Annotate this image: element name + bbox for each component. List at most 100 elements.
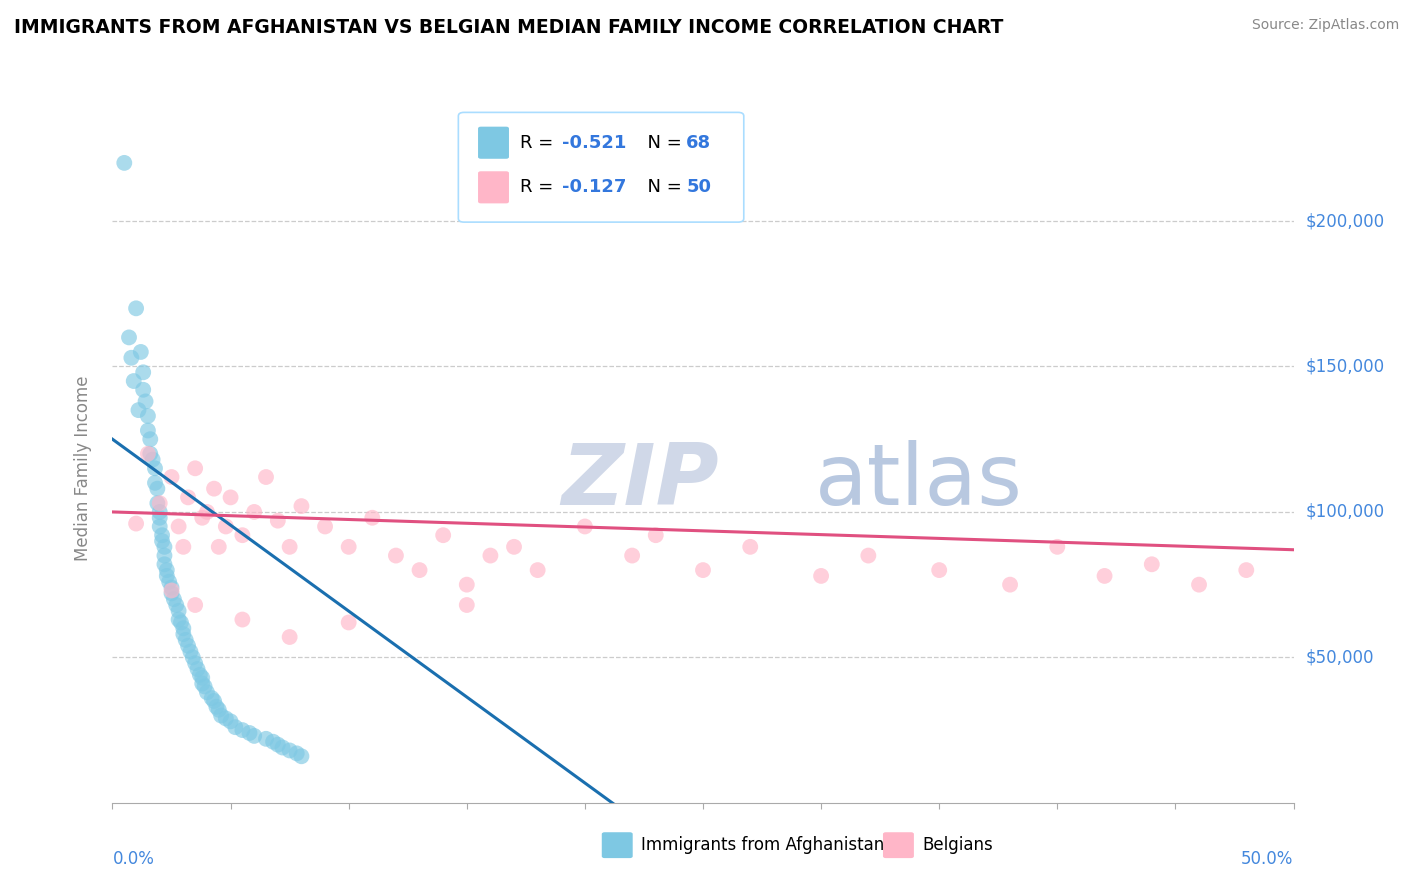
- Point: [432, 528, 454, 542]
- Text: Immigrants from Afghanistan: Immigrants from Afghanistan: [641, 836, 884, 855]
- Text: 0.0%: 0.0%: [112, 849, 155, 868]
- Point: [112, 156, 135, 170]
- Text: N =: N =: [636, 178, 688, 196]
- Point: [1234, 563, 1257, 577]
- Point: [160, 583, 183, 598]
- Point: [1140, 558, 1163, 572]
- Point: [142, 452, 165, 467]
- Point: [125, 516, 148, 531]
- Point: [153, 549, 176, 563]
- Point: [132, 365, 155, 379]
- Point: [998, 577, 1021, 591]
- Point: [153, 540, 176, 554]
- Point: [574, 519, 596, 533]
- Text: atlas: atlas: [815, 440, 1024, 524]
- Point: [172, 540, 194, 554]
- Point: [195, 685, 218, 699]
- Point: [278, 540, 301, 554]
- Point: [254, 731, 277, 746]
- Point: [139, 432, 162, 446]
- Point: [208, 703, 231, 717]
- Point: [172, 621, 194, 635]
- Point: [186, 662, 208, 676]
- Point: [526, 563, 548, 577]
- Point: [215, 519, 238, 533]
- Point: [149, 496, 172, 510]
- Text: $100,000: $100,000: [1305, 503, 1385, 521]
- Point: [172, 627, 194, 641]
- Point: [146, 496, 169, 510]
- Point: [191, 510, 214, 524]
- Text: -0.127: -0.127: [562, 178, 627, 196]
- Text: N =: N =: [636, 134, 688, 152]
- Point: [160, 586, 183, 600]
- Point: [208, 540, 231, 554]
- Text: Belgians: Belgians: [922, 836, 993, 855]
- Point: [177, 491, 200, 505]
- Point: [456, 598, 478, 612]
- Text: $50,000: $50,000: [1305, 648, 1374, 666]
- Point: [179, 644, 201, 658]
- Point: [205, 699, 228, 714]
- Point: [150, 528, 173, 542]
- Point: [503, 540, 526, 554]
- Point: [238, 726, 260, 740]
- Point: [810, 569, 832, 583]
- Point: [231, 613, 253, 627]
- Point: [408, 563, 430, 577]
- Point: [184, 598, 207, 612]
- Point: [262, 735, 284, 749]
- Point: [149, 519, 172, 533]
- Text: $150,000: $150,000: [1305, 358, 1385, 376]
- Point: [278, 743, 301, 757]
- Point: [177, 639, 200, 653]
- Point: [184, 656, 207, 670]
- Point: [150, 534, 173, 549]
- Point: [243, 505, 266, 519]
- Point: [267, 514, 290, 528]
- Point: [191, 676, 214, 690]
- Point: [136, 424, 159, 438]
- Point: [160, 470, 183, 484]
- Text: 50.0%: 50.0%: [1241, 849, 1294, 868]
- Point: [122, 374, 145, 388]
- Text: R =: R =: [520, 178, 560, 196]
- Point: [456, 577, 478, 591]
- Point: [740, 540, 762, 554]
- Point: [361, 510, 384, 524]
- Point: [149, 510, 172, 524]
- Point: [143, 475, 166, 490]
- Point: [385, 549, 408, 563]
- Point: [231, 723, 253, 737]
- Point: [267, 738, 290, 752]
- Point: [479, 549, 502, 563]
- Point: [194, 680, 217, 694]
- Point: [928, 563, 950, 577]
- Point: [167, 519, 190, 533]
- Point: [184, 461, 207, 475]
- Point: [156, 569, 179, 583]
- Point: [167, 613, 190, 627]
- Point: [201, 691, 224, 706]
- Point: [337, 540, 360, 554]
- Point: [143, 461, 166, 475]
- Point: [219, 491, 242, 505]
- Point: [285, 747, 308, 761]
- Point: [167, 604, 190, 618]
- Y-axis label: Median Family Income: Median Family Income: [73, 376, 91, 561]
- Point: [290, 749, 312, 764]
- Point: [337, 615, 360, 630]
- Point: [209, 708, 232, 723]
- Point: [202, 482, 225, 496]
- Point: [139, 447, 162, 461]
- Text: -0.521: -0.521: [562, 134, 627, 152]
- Point: [120, 351, 142, 365]
- Point: [163, 592, 186, 607]
- Point: [644, 528, 666, 542]
- Point: [129, 345, 152, 359]
- Point: [174, 632, 197, 647]
- Point: [191, 671, 214, 685]
- Point: [195, 505, 218, 519]
- Point: [156, 563, 179, 577]
- Point: [136, 409, 159, 423]
